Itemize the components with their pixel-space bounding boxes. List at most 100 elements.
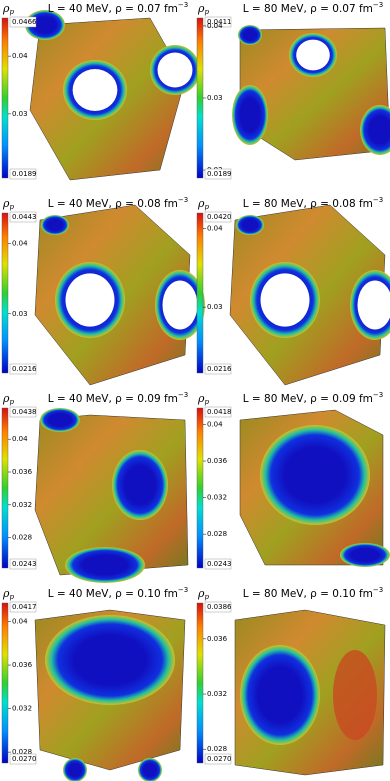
- colorbar-label-symbol: ρ: [2, 587, 10, 600]
- panel: 0.0420 0.04 0.03 0.0216 ρp L = 80 MeV, ρ = 0.…: [196, 196, 390, 386]
- panel-title-text: L = 40 MeV, ρ = 0.10 fm: [48, 588, 178, 600]
- colorbar-label: ρp: [2, 197, 14, 211]
- panel-title-exponent: −3: [373, 1, 383, 9]
- panel-title: L = 80 MeV, ρ = 0.10 fm−3: [243, 586, 384, 600]
- cluster-region: [138, 758, 162, 781]
- colorbar-tick-label: 0.0216: [207, 365, 232, 373]
- panel-title-exponent: −3: [178, 586, 188, 594]
- panel-title-exponent: −3: [178, 391, 188, 399]
- panel-title-exponent: −3: [373, 586, 383, 594]
- colorbar-tick-label: 0.036: [207, 635, 228, 643]
- colorbar-tick-label: 0.04: [207, 420, 223, 428]
- colorbar-label-subscript: p: [204, 203, 209, 211]
- colorbar-tick-label: 0.03: [12, 310, 28, 318]
- colorbar-tick-label: 0.04: [12, 239, 28, 247]
- colorbar-limit-box: [204, 16, 232, 28]
- panel: 0.0443 0.04 0.03 0.0216 ρp L = 40 MeV, ρ = 0.…: [1, 196, 205, 386]
- panel-title-exponent: −3: [373, 196, 383, 204]
- colorbar-label-symbol: ρ: [197, 197, 205, 210]
- colorbar-label: ρp: [197, 587, 209, 601]
- colorbar-label-symbol: ρ: [197, 2, 205, 15]
- colorbar-label: ρp: [197, 392, 209, 406]
- colorbar-label: ρp: [197, 197, 209, 211]
- colorbar-tick-label: 0.036: [12, 661, 33, 669]
- void: [65, 273, 115, 327]
- colorbar-tick-label: 0.0216: [12, 365, 37, 373]
- colorbar-tick-label: 0.03: [207, 94, 223, 102]
- colorbar-tick-label: 0.036: [207, 457, 228, 465]
- colorbar-tick-label: 0.032: [12, 501, 32, 509]
- colorbar-label-subscript: p: [9, 398, 14, 406]
- panel-title-exponent: −3: [178, 196, 188, 204]
- cluster-region: [41, 215, 69, 235]
- colorbar-label-symbol: ρ: [2, 392, 10, 405]
- colorbar-tick-label: 0.028: [12, 534, 32, 542]
- panel-title: L = 80 MeV, ρ = 0.09 fm−3: [243, 391, 384, 405]
- cluster-region: [232, 85, 268, 145]
- cluster-region: [236, 215, 264, 235]
- colorbar-tick-label: 0.0189: [12, 170, 37, 178]
- cluster-region: [360, 105, 390, 155]
- colorbar-limit-box: [204, 406, 232, 418]
- panel-title: L = 40 MeV, ρ = 0.07 fm−3: [48, 1, 189, 15]
- colorbar-label-symbol: ρ: [197, 587, 205, 600]
- colorbar-limit-box: [204, 363, 232, 375]
- panel-title-text: L = 80 MeV, ρ = 0.08 fm: [243, 198, 373, 210]
- colorbar: [1, 17, 9, 179]
- colorbar-limit-box: [9, 558, 37, 570]
- panel-title-exponent: −3: [178, 1, 188, 9]
- colorbar-tick-label: 0.0417: [12, 603, 37, 611]
- colorbar: [1, 602, 9, 764]
- panel-title-text: L = 80 MeV, ρ = 0.09 fm: [243, 393, 373, 405]
- panel-title: L = 40 MeV, ρ = 0.09 fm−3: [48, 391, 189, 405]
- colorbar-label-symbol: ρ: [197, 392, 205, 405]
- colorbar-tick-label: 0.028: [207, 745, 227, 753]
- colorbar-tick-label: 0.028: [12, 748, 32, 756]
- colorbar-tick-label: 0.04: [12, 618, 28, 626]
- void: [357, 280, 390, 330]
- panel-title-text: L = 40 MeV, ρ = 0.08 fm: [48, 198, 178, 210]
- cluster-region: [340, 543, 390, 567]
- colorbar-label-symbol: ρ: [2, 2, 10, 15]
- void: [72, 69, 118, 111]
- colorbar: [196, 212, 204, 374]
- colorbar-tick-label: 0.036: [12, 468, 33, 476]
- colorbar-limit-box: [9, 406, 37, 418]
- panel: 0.0466 0.04 0.03 0.0189 ρp L = 40 MeV, ρ = 0.…: [1, 1, 200, 181]
- panel-title-text: L = 80 MeV, ρ = 0.07 fm: [243, 3, 373, 15]
- colorbar-tick-label: 0.04: [12, 435, 28, 443]
- panel-title-text: L = 40 MeV, ρ = 0.09 fm: [48, 393, 178, 405]
- panel-title-exponent: −3: [373, 391, 383, 399]
- colorbar-tick-label: 0.0466: [12, 18, 37, 26]
- panel-title: L = 80 MeV, ρ = 0.08 fm−3: [243, 196, 384, 210]
- colorbar-label: ρp: [2, 2, 14, 16]
- panel-title-text: L = 40 MeV, ρ = 0.07 fm: [48, 3, 178, 15]
- colorbar-tick-label: 0.0443: [12, 213, 37, 221]
- colorbar-limit-box: [204, 558, 232, 570]
- panel: 0.0418 0.04 0.036 0.032 0.028 0.0243 ρp L = 80 …: [196, 391, 390, 570]
- colorbar-label: ρp: [2, 392, 14, 406]
- colorbar-limit-box: [9, 16, 37, 28]
- panel-title: L = 40 MeV, ρ = 0.08 fm−3: [48, 196, 189, 210]
- colorbar-limit-box: [204, 601, 232, 613]
- colorbar-tick-label: 0.04: [207, 225, 223, 233]
- colorbar-tick-label: 0.0270: [12, 755, 37, 763]
- colorbar-limit-box: [204, 168, 232, 180]
- colorbar-limit-box: [9, 601, 37, 613]
- hot-spot: [333, 650, 377, 740]
- colorbar-tick-label: 0.0386: [207, 603, 232, 611]
- cluster-region: [65, 547, 145, 583]
- colorbar-label-subscript: p: [9, 593, 14, 601]
- void: [157, 52, 193, 88]
- colorbar: [1, 407, 9, 569]
- cluster-region: [238, 25, 262, 45]
- colorbar-tick-label: 0.03: [207, 303, 223, 311]
- colorbar-limit-box: [9, 211, 37, 223]
- cluster-region: [112, 450, 168, 520]
- colorbar-limit-box: [9, 363, 37, 375]
- colorbar-limit-box: [9, 168, 37, 180]
- colorbar-tick-label: 0.04: [12, 52, 28, 60]
- colorbar-label: ρp: [197, 2, 209, 16]
- colorbar: [196, 602, 204, 764]
